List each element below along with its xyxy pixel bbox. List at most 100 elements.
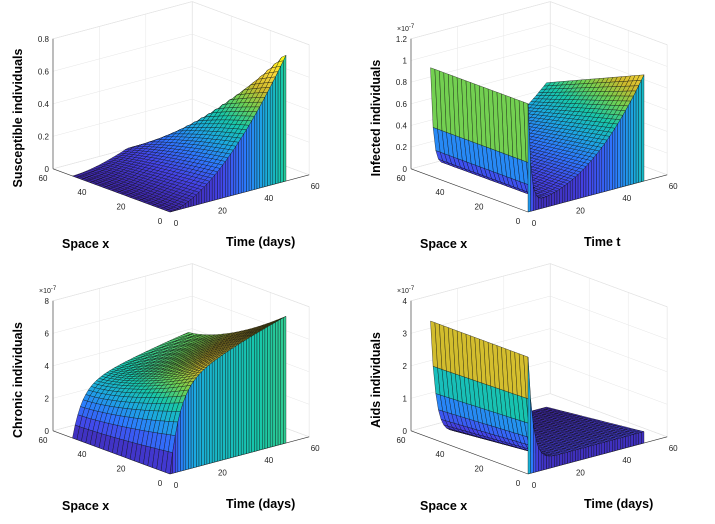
skirt-cell: [543, 454, 547, 470]
skirt-cell: [264, 92, 268, 187]
tick-labels: 0 2 4 6 8 60 40 20 0 0 20 40 60 ×10-7: [39, 286, 321, 490]
space-tick-label: 0: [158, 217, 163, 226]
skirt-cell: [241, 133, 244, 194]
skirt-cell: [212, 360, 215, 463]
time-tick-label: 0: [532, 481, 537, 490]
skirt-cell: [222, 352, 226, 461]
skirt-cell: [562, 452, 566, 465]
z-tick-label: 0.8: [38, 35, 50, 44]
space-tick-label: 0: [158, 479, 163, 488]
z-tick-label: 1: [403, 394, 408, 403]
skirt-cell: [238, 342, 242, 456]
skirt-cell: [543, 196, 547, 208]
chart-infected: 0 0.2 0.4 0.6 0.8 1 1.2 60 40 20 0 0 20 40 60 ×10-7 Spac…: [358, 0, 715, 262]
z-axis-label: Chronic individuals: [11, 322, 25, 438]
skirt-cell: [538, 197, 542, 210]
skirt-cell: [254, 111, 258, 190]
skirt-cell: [283, 316, 287, 444]
skirt-cell: [527, 356, 531, 475]
skirt-cell: [238, 138, 242, 194]
skirt-cell: [230, 347, 234, 458]
skirt-cell: [217, 168, 221, 200]
tick-labels: 0 0.2 0.4 0.6 0.8 1 1.2 60 40 20 0 0 20 40 60 ×10-7: [396, 24, 678, 228]
space-tick-label: 40: [436, 450, 445, 459]
surface-aids: [430, 320, 645, 457]
skirt-cell: [548, 455, 552, 469]
skirt-cell: [612, 128, 616, 190]
skirt-cell: [196, 374, 200, 468]
space-tick-label: 20: [117, 465, 126, 474]
skirt-cell: [209, 362, 213, 464]
skirt-cell: [246, 337, 250, 454]
skirt-cell: [591, 444, 595, 458]
z-tick-label: 0: [403, 165, 408, 174]
skirt-cell: [196, 192, 200, 206]
skirt-cell: [535, 194, 539, 211]
chart-susceptible: 0 0.2 0.4 0.6 0.8 60 40 20 0 0 20 40 60 Space x Time (…: [0, 0, 357, 262]
y-axis-label: Time t: [584, 235, 621, 249]
z-exponent: ×10-7: [397, 24, 415, 33]
surface-skirt: [527, 356, 645, 475]
skirt-cell: [256, 106, 260, 189]
skirt-cell: [280, 317, 284, 445]
skirt-cell: [635, 85, 639, 184]
skirt-cell: [248, 120, 252, 192]
skirt-cell: [622, 110, 626, 187]
time-tick-label: 60: [669, 182, 678, 191]
skirt-cell: [227, 153, 231, 197]
skirt-cell: [612, 439, 616, 452]
skirt-cell: [204, 366, 208, 465]
skirt-cell: [235, 142, 239, 195]
z-tick-label: 4: [403, 297, 408, 306]
skirt-cell: [277, 66, 281, 184]
time-tick-label: 60: [669, 444, 678, 453]
skirt-cell: [185, 389, 189, 470]
skirt-cell: [198, 189, 202, 205]
skirt-cell: [262, 328, 266, 450]
skirt-cell: [599, 147, 602, 194]
skirt-cell: [251, 334, 255, 453]
skirt-cell: [617, 119, 621, 189]
skirt-cell: [251, 116, 255, 191]
x-axis-label: Space x: [420, 237, 467, 251]
skirt-cell: [580, 447, 584, 461]
skirt-cell: [227, 349, 231, 459]
skirt-cell: [283, 55, 287, 182]
skirt-cell: [564, 183, 568, 203]
skirt-cell: [609, 132, 613, 191]
skirt-cell: [604, 140, 608, 192]
skirt-cell: [262, 97, 266, 188]
skirt-cell: [183, 395, 186, 471]
skirt-cell: [572, 449, 576, 463]
skirt-cell: [630, 434, 634, 447]
time-tick-label: 40: [264, 194, 273, 203]
chart-aids: 0 1 2 3 4 60 40 20 0 0 20 40 60 ×10-7 Space x Time (day…: [358, 262, 715, 524]
skirt-cell: [243, 129, 247, 193]
skirt-cell: [188, 385, 192, 470]
skirt-cell: [556, 454, 560, 467]
skirt-cell: [625, 105, 629, 187]
skirt-cell: [609, 439, 613, 453]
space-tick-label: 60: [39, 174, 48, 183]
skirt-cell: [201, 186, 205, 204]
skirt-cell: [570, 450, 573, 463]
time-tick-label: 0: [174, 481, 179, 490]
skirt-cell: [554, 454, 558, 468]
surface-susceptible: [72, 55, 287, 213]
skirt-cell: [219, 164, 223, 199]
skirt-cell: [551, 192, 555, 206]
space-tick-label: 20: [117, 203, 126, 212]
skirt-cell: [633, 90, 637, 184]
skirt-cell: [577, 171, 581, 199]
skirt-cell: [575, 449, 579, 462]
skirt-cell: [606, 136, 610, 192]
z-tick-label: 0.4: [396, 121, 408, 130]
skirt-cell: [583, 447, 587, 460]
skirt-cell: [275, 71, 279, 184]
skirt-cell: [254, 332, 258, 452]
skirt-cell: [620, 115, 624, 188]
skirt-cell: [572, 176, 576, 201]
skirt-cell: [222, 161, 226, 199]
skirt-cell: [580, 169, 584, 199]
skirt-cell: [585, 446, 589, 459]
